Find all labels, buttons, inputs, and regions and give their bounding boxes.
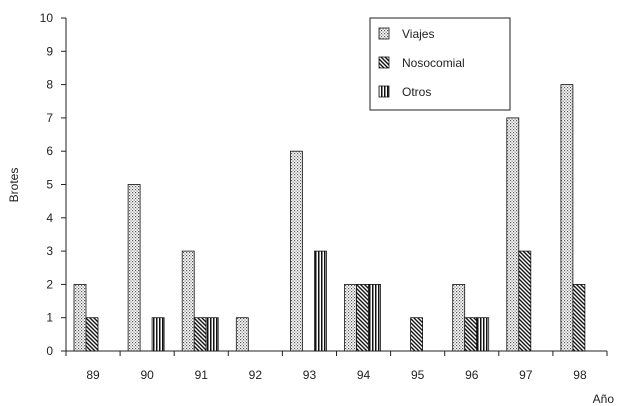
legend-label-otros: Otros [402, 85, 431, 99]
x-tick-label: 96 [465, 368, 479, 382]
x-axis-title: Año [593, 392, 615, 406]
legend-label-viajes: Viajes [402, 27, 434, 41]
bar-viajes-91 [181, 250, 195, 352]
legend-swatch-otros [378, 85, 390, 98]
y-tick-label: 9 [46, 44, 53, 58]
y-tick-label: 10 [40, 11, 54, 25]
x-tick-label: 92 [249, 368, 263, 382]
bar-nosocomial-96 [464, 317, 478, 352]
y-tick-label: 5 [46, 178, 53, 192]
bar-viajes-97 [506, 117, 520, 352]
chart-bars [73, 84, 586, 352]
bar-nosocomial-98 [572, 283, 586, 352]
bar-viajes-89 [73, 283, 87, 352]
x-tick-label: 97 [519, 368, 533, 382]
y-tick-label: 6 [46, 144, 53, 158]
x-tick-label: 93 [303, 368, 317, 382]
bar-otros-96 [476, 317, 490, 352]
bar-otros-94 [368, 283, 381, 352]
y-tick-label: 0 [46, 344, 53, 358]
bar-viajes-98 [560, 84, 574, 352]
chart-axis-labels: Brotes Año [7, 168, 614, 406]
bar-nosocomial-91 [193, 317, 207, 352]
x-tick-label: 95 [411, 368, 425, 382]
y-tick-label: 2 [46, 277, 53, 291]
x-tick-label: 90 [140, 368, 154, 382]
legend-swatch-viajes [378, 27, 390, 40]
legend-swatch-nosocomial [378, 56, 390, 69]
y-tick-label: 4 [46, 211, 53, 225]
y-tick-label: 8 [46, 78, 53, 92]
y-tick-label: 1 [46, 311, 53, 325]
bar-otros-90 [151, 317, 165, 352]
x-tick-label: 89 [86, 368, 100, 382]
bar-nosocomial-95 [410, 317, 424, 352]
bar-otros-91 [205, 317, 219, 352]
y-tick-label: 7 [46, 111, 53, 125]
bar-otros-93 [313, 250, 327, 352]
x-tick-label: 91 [195, 368, 209, 382]
bar-viajes-94 [344, 283, 357, 352]
chart-legend: Viajes Nosocomial Otros [369, 17, 511, 111]
bar-viajes-92 [235, 317, 249, 352]
bar-nosocomial-94 [356, 283, 369, 352]
bar-viajes-90 [127, 184, 141, 352]
y-axis-title: Brotes [7, 168, 21, 203]
x-tick-label: 94 [357, 368, 371, 382]
bar-nosocomial-89 [85, 317, 99, 352]
bar-viajes-96 [452, 283, 466, 352]
x-tick-label: 98 [573, 368, 587, 382]
bar-nosocomial-97 [518, 250, 532, 352]
y-tick-label: 3 [46, 244, 53, 258]
legend-box [369, 17, 511, 111]
legend-label-nosocomial: Nosocomial [402, 56, 465, 70]
bar-viajes-93 [289, 150, 303, 352]
